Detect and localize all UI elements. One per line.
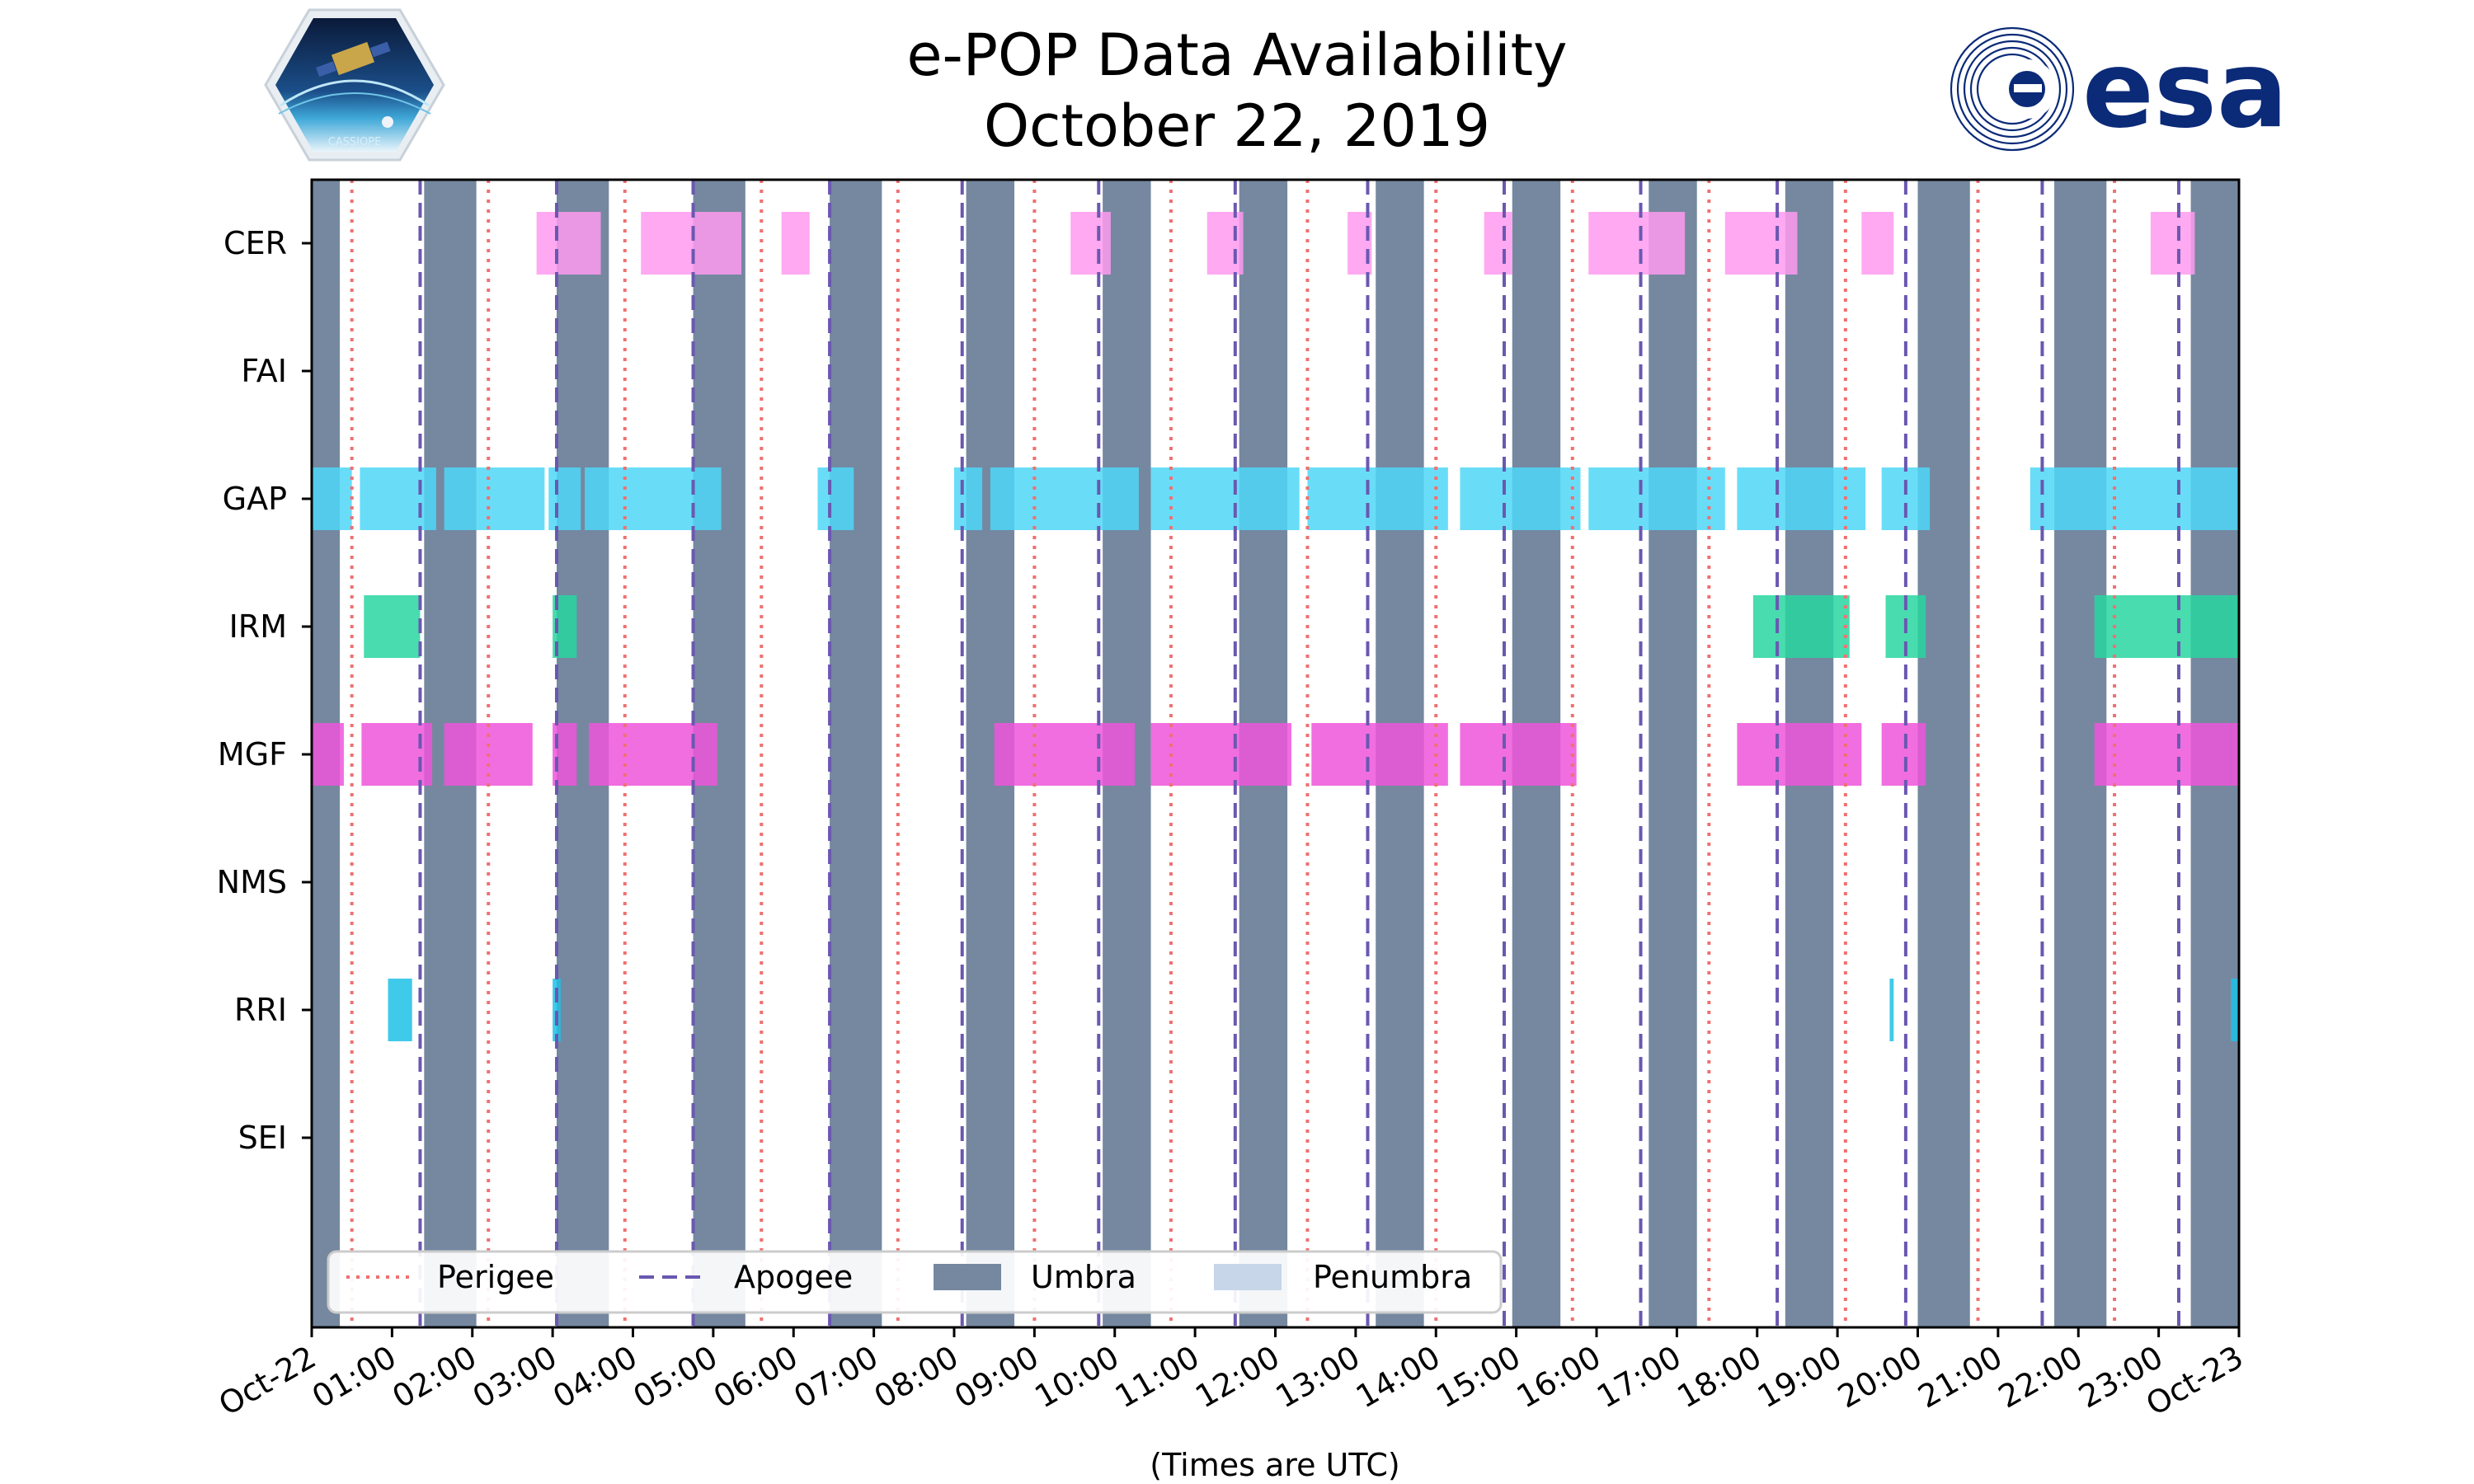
svg-text:esa: esa [2082,29,2288,152]
x-tick-label: 07:00 [788,1339,884,1416]
bar-gap [1150,467,1300,530]
bar-mgf [1311,723,1448,786]
x-tick-label: 09:00 [948,1339,1045,1416]
bar-mgf [588,723,717,786]
bar-irm [2231,595,2239,658]
svg-text:CASSIOPE: CASSIOPE [328,136,382,148]
bar-irm [364,595,421,658]
bar-cer [536,212,601,275]
legend-apogee-label: Apogee [734,1259,853,1295]
x-tick-label: Oct-22 [213,1339,322,1423]
x-tick-label: 10:00 [1028,1339,1125,1416]
y-tick-label-nms: NMS [217,864,287,900]
x-tick-label: 22:00 [1992,1339,2089,1416]
bar-cer [2150,212,2195,275]
cassiope-logo: CASSIOPE [264,8,445,162]
umbra-band [1649,180,1697,1327]
bar-gap [548,467,581,530]
bar-gap [585,467,722,530]
x-tick-label: 14:00 [1350,1339,1446,1416]
legend-perigee-label: Perigee [437,1259,554,1295]
legend-umbra-label: Umbra [1031,1259,1136,1295]
x-tick-label: 17:00 [1591,1339,1687,1416]
bar-cer [1588,212,1686,275]
bar-mgf [1150,723,1291,786]
bar-rri [1889,979,1894,1041]
x-tick-label: 08:00 [868,1339,965,1416]
bar-gap [360,467,436,530]
bar-gap [990,467,1139,530]
legend-penumbra-swatch [1214,1264,1282,1290]
x-tick-label: 12:00 [1189,1339,1286,1416]
bar-gap [817,467,854,530]
bar-mgf [2231,723,2239,786]
bar-cer [1861,212,1894,275]
x-tick-label: 13:00 [1270,1339,1366,1416]
bar-cer [1348,212,1372,275]
bar-cer [1484,212,1512,275]
x-tick-label: 11:00 [1109,1339,1206,1416]
umbra-band [1917,180,1970,1327]
bar-cer [1206,212,1244,275]
bar-rri [388,979,412,1041]
y-tick-label-rri: RRI [234,992,287,1028]
x-tick-label: 05:00 [628,1339,724,1416]
y-tick-label-irm: IRM [229,608,287,645]
bar-irm [1752,595,1850,658]
bar-gap [954,467,983,530]
legend-penumbra-label: Penumbra [1313,1259,1472,1295]
y-tick-label-gap: GAP [223,481,287,517]
x-tick-label: 18:00 [1671,1339,1767,1416]
bar-mgf [361,723,433,786]
x-tick-label: 15:00 [1430,1339,1526,1416]
legend-box [327,1250,1503,1314]
x-tick-label: 01:00 [306,1339,402,1416]
bar-mgf [1737,723,1862,786]
bar-cer [641,212,741,275]
bar-gap [1881,467,1931,530]
bar-gap [2030,467,2239,530]
y-tick-label-sei: SEI [238,1120,287,1156]
bar-rri [2231,979,2239,1041]
bar-rri [553,979,561,1041]
x-tick-label: 04:00 [547,1339,643,1416]
y-tick-label-fai: FAI [241,353,287,389]
x-axis-label: (Times are UTC) [1150,1447,1399,1483]
x-tick-label: 21:00 [1912,1339,2009,1416]
x-tick-label: 02:00 [386,1339,482,1416]
y-tick-label-cer: CER [223,225,287,261]
x-tick-label: 19:00 [1752,1339,1848,1416]
bar-gap [312,467,352,530]
y-tick-label-mgf: MGF [218,736,287,773]
bar-irm [2094,595,2232,658]
bar-cer [781,212,810,275]
bar-mgf [1881,723,1926,786]
bar-mgf [553,723,577,786]
bar-mgf [994,723,1136,786]
chart-title-line1: e-POP Data Availability [906,21,1568,89]
bar-mgf [1460,723,1577,786]
chart-title-line2: October 22, 2019 [983,92,1491,160]
bar-gap [1460,467,1581,530]
bar-cer [1070,212,1111,275]
bar-mgf [312,723,344,786]
legend: Perigee Apogee Umbra Penumbra [327,1250,1503,1314]
legend-umbra-swatch [934,1264,1001,1290]
bar-gap [1588,467,1725,530]
bar-gap [444,467,545,530]
umbra-band [830,180,882,1327]
bar-cer [1724,212,1798,275]
x-tick-label: 16:00 [1511,1339,1607,1416]
bar-mgf [2094,723,2232,786]
bar-gap [1307,467,1448,530]
x-tick-label: 06:00 [708,1339,804,1416]
esa-logo: esa [1950,26,2288,152]
x-tick-label: 03:00 [467,1339,563,1416]
x-tick-label: 20:00 [1832,1339,1928,1416]
